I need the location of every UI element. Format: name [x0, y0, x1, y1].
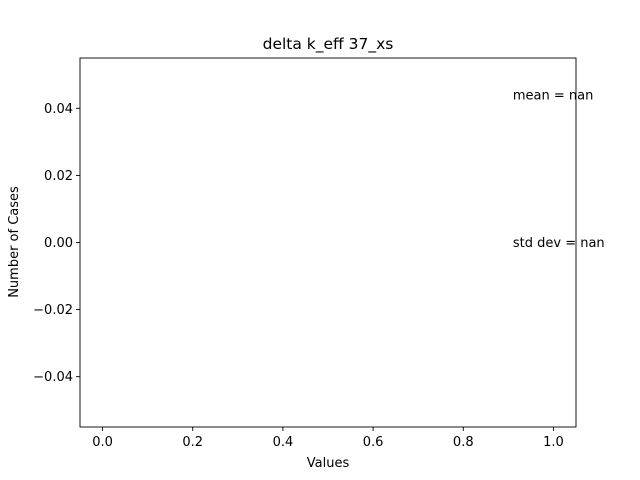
y-axis-label: Number of Cases — [7, 186, 22, 298]
x-tick-label: 0.4 — [273, 435, 294, 450]
x-tick-label: 0.6 — [363, 435, 384, 450]
y-tick-label: 0.04 — [44, 102, 73, 117]
x-tick-label: 1.0 — [543, 435, 564, 450]
stat-annotation: mean = nan — [513, 88, 593, 103]
axes-frame — [79, 57, 577, 428]
plot-area: 0.0 0.2 0.4 0.6 0.8 1.0 −0.04 −0.02 0.00 0.02 0.04… — [33, 57, 605, 450]
x-tick-label: 0.0 — [92, 435, 113, 450]
x-tick-label: 0.2 — [182, 435, 203, 450]
chart-title: delta k_eff 37_xs — [263, 35, 394, 54]
y-tick-label: −0.04 — [33, 370, 73, 385]
y-tick-label: −0.02 — [33, 303, 73, 318]
x-axis-label: Values — [307, 456, 350, 471]
x-tick-label: 0.8 — [453, 435, 474, 450]
y-tick-label: 0.00 — [44, 236, 73, 251]
y-tick-label: 0.02 — [44, 169, 73, 184]
stat-annotation: std dev = nan — [513, 236, 605, 251]
